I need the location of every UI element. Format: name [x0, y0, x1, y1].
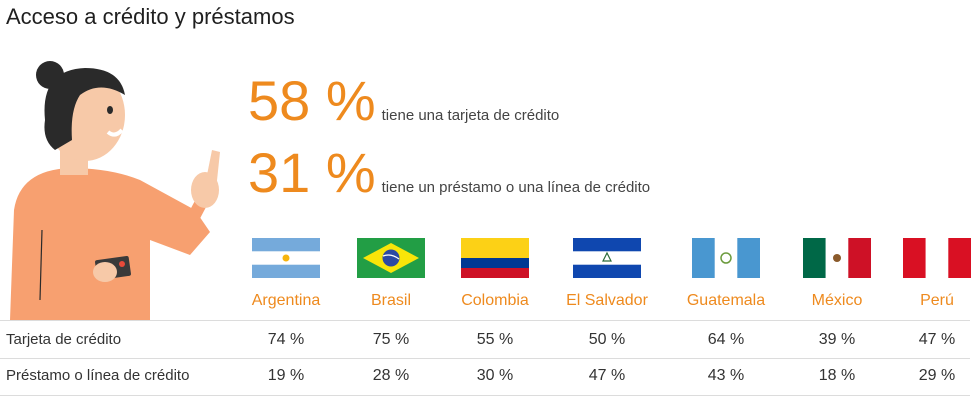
row-label-credit-card: Tarjeta de crédito — [6, 331, 122, 348]
table-cell: 64 % — [707, 331, 745, 348]
stat-loan: 31 % tiene un préstamo o una línea de cré… — [248, 140, 650, 205]
stat-label: tiene una tarjeta de crédito — [381, 107, 560, 124]
divider — [0, 395, 970, 396]
table-cell: 18 % — [818, 367, 856, 384]
country-label: Perú — [920, 292, 954, 309]
divider — [0, 320, 970, 321]
row-label-loan: Préstamo o línea de crédito — [6, 367, 190, 384]
country-label: México — [811, 292, 863, 309]
flag-argentina-icon — [252, 238, 320, 278]
country-label: Guatemala — [686, 292, 766, 309]
flag-colombia-icon — [461, 238, 529, 278]
country-label: Colombia — [461, 292, 529, 309]
flag-mexico-icon — [803, 238, 871, 278]
table-cell: 39 % — [818, 331, 856, 348]
table-cell: 75 % — [372, 331, 410, 348]
stat-label: tiene un préstamo o una línea de crédito — [381, 179, 651, 196]
flag-peru-icon — [903, 238, 971, 278]
flag-el-salvador-icon — [573, 238, 641, 278]
flag-guatemala-icon — [692, 238, 760, 278]
table-cell: 74 % — [267, 331, 305, 348]
table-cell: 28 % — [372, 367, 410, 384]
table-cell: 55 % — [476, 331, 514, 348]
flag-brazil-icon — [357, 238, 425, 278]
woman-illustration — [10, 61, 220, 320]
stat-credit-card: 58 % tiene una tarjeta de crédito — [248, 68, 559, 133]
country-label: Argentina — [251, 292, 321, 309]
table-cell: 43 % — [707, 367, 745, 384]
page-title: Acceso a crédito y préstamos — [6, 4, 295, 29]
table-cell: 47 % — [918, 331, 956, 348]
stat-value: 58 % — [248, 69, 376, 132]
table-cell: 50 % — [588, 331, 626, 348]
country-label: El Salvador — [566, 292, 648, 309]
table-cell: 30 % — [476, 367, 514, 384]
country-label: Brasil — [370, 292, 411, 309]
table-cell: 19 % — [267, 367, 305, 384]
table-cell: 47 % — [588, 367, 626, 384]
divider — [0, 358, 970, 359]
stat-value: 31 % — [248, 141, 376, 204]
table-cell: 29 % — [918, 367, 956, 384]
